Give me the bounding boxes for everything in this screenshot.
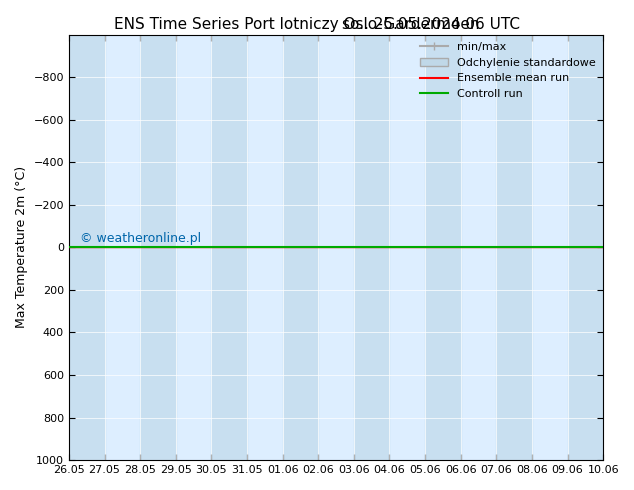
Bar: [283, 35, 318, 460]
Bar: [425, 35, 461, 460]
Bar: [69, 35, 105, 460]
Bar: [567, 35, 603, 460]
Y-axis label: Max Temperature 2m (°C): Max Temperature 2m (°C): [15, 166, 28, 328]
Text: © weatheronline.pl: © weatheronline.pl: [80, 232, 201, 245]
Text: so.. 25.05.2024 06 UTC: so.. 25.05.2024 06 UTC: [342, 17, 520, 32]
Bar: [496, 35, 532, 460]
Bar: [211, 35, 247, 460]
Legend: min/max, Odchylenie standardowe, Ensemble mean run, Controll run: min/max, Odchylenie standardowe, Ensembl…: [415, 38, 600, 103]
Bar: [140, 35, 176, 460]
Text: ENS Time Series Port lotniczy Oslo-Gardermoen: ENS Time Series Port lotniczy Oslo-Garde…: [114, 17, 479, 32]
Bar: [354, 35, 389, 460]
